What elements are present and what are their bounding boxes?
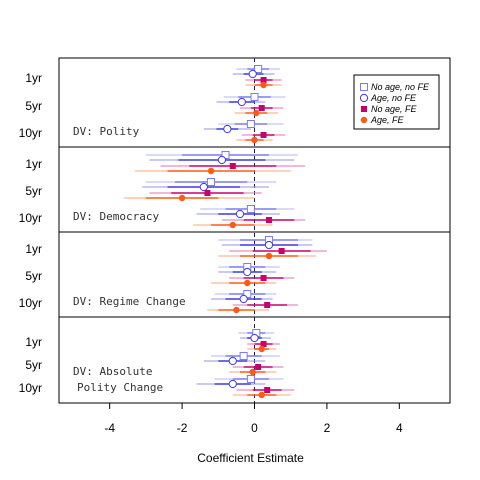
legend-marker [360, 83, 368, 91]
x-tick-label: -4 [104, 421, 115, 435]
dv-label: DV: Democracy [73, 210, 159, 223]
legend-label: No age, FE [371, 104, 418, 114]
x-axis-title: Coefficient Estimate [197, 451, 304, 465]
row-label: 1yr [25, 157, 42, 171]
point-open-circle [250, 333, 259, 343]
legend-marker [359, 93, 369, 103]
point-open-circle [228, 379, 237, 389]
point-filled-circle [253, 109, 260, 117]
point-filled-square [264, 302, 271, 308]
point-estimates [178, 65, 285, 399]
point-open-square [246, 205, 255, 213]
point-filled-circle [251, 136, 258, 144]
row-label: 10yr [19, 381, 42, 395]
point-open-circle [264, 240, 274, 250]
legend-label: No age, no FE [371, 82, 430, 92]
legend-label: Age, FE [370, 115, 405, 125]
row-label: 5yr [25, 184, 42, 198]
point-open-square [250, 93, 259, 101]
point-open-square [246, 375, 255, 383]
x-tick-label: -2 [177, 421, 188, 435]
point-filled-square [260, 341, 267, 347]
row-labels: 1yr 5yr 10yr 1yr 5yr 10yr 1yr 5yr 10yr 1yr 5yr 10yr [19, 71, 42, 395]
point-filled-square [229, 163, 236, 169]
legend-marker [360, 116, 368, 124]
point-open-square [239, 352, 248, 360]
legend-marker [361, 106, 367, 112]
point-filled-circle [265, 252, 273, 260]
legend-label: Age, no FE [370, 93, 417, 103]
point-open-circle [217, 155, 227, 165]
point-filled-square [264, 387, 271, 393]
point-open-circle [243, 267, 252, 277]
point-open-circle [237, 97, 246, 107]
point-filled-circle [244, 279, 251, 287]
point-filled-circle [258, 345, 265, 353]
point-filled-square [255, 364, 262, 370]
dv-labels: DV: Polity DV: Democracy DV: Regime Change… [73, 125, 186, 394]
row-label: 1yr [25, 242, 42, 256]
row-label: 10yr [19, 296, 42, 310]
point-open-square [207, 178, 216, 186]
point-open-square [254, 65, 263, 73]
x-tick-label: 0 [251, 421, 258, 435]
point-filled-circle [258, 391, 265, 399]
row-label: 5yr [25, 358, 42, 372]
dv-label: DV: Polity [73, 125, 140, 138]
point-filled-circle [260, 81, 267, 89]
x-tick-label: 4 [396, 421, 403, 435]
point-filled-square [258, 105, 265, 111]
row-label: 1yr [25, 335, 42, 349]
point-filled-square [260, 275, 267, 281]
dv-label: DV: Regime Change [73, 295, 186, 308]
point-open-circle [228, 356, 237, 366]
point-filled-square [204, 190, 211, 196]
legend-box [353, 74, 440, 130]
row-label: 5yr [25, 269, 42, 283]
row-label: 10yr [19, 126, 42, 140]
point-filled-square [265, 217, 272, 223]
row-label: 5yr [25, 99, 42, 113]
point-filled-circle [229, 221, 236, 229]
point-open-square [246, 120, 255, 128]
point-open-circle [223, 124, 232, 134]
row-label: 1yr [25, 71, 42, 85]
point-filled-circle [249, 368, 256, 376]
point-filled-circle [207, 167, 215, 175]
x-axis: -4 -2 0 2 4 [104, 403, 403, 435]
point-open-circle [235, 209, 245, 219]
point-open-circle [199, 182, 208, 192]
x-tick-label: 2 [324, 421, 331, 435]
point-filled-square [260, 132, 267, 138]
row-label: 10yr [19, 211, 42, 225]
point-filled-square [260, 77, 267, 83]
point-filled-circle [233, 306, 240, 314]
point-filled-square [278, 248, 285, 254]
point-open-circle [239, 294, 248, 304]
point-open-circle [248, 69, 257, 79]
dv-label: DV: Absolute [73, 365, 152, 378]
point-filled-circle [178, 194, 186, 202]
dv-label: Polity Change [77, 381, 163, 394]
